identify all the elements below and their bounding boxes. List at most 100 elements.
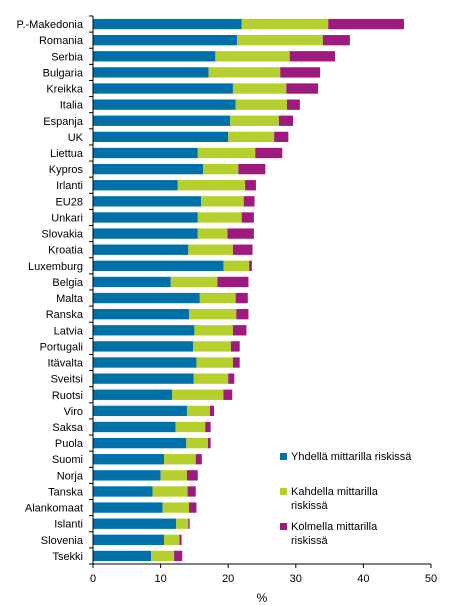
bar-3-irlanti xyxy=(245,180,256,191)
bar-1-kypros xyxy=(93,163,204,175)
category-label: Slovenia xyxy=(41,535,84,547)
bar-1-espanja xyxy=(93,115,231,126)
legend-label-1: Yhdellä mittarilla riskissä xyxy=(291,451,412,463)
bar-1-p-makedonia xyxy=(93,18,242,30)
bar-1-kreikka xyxy=(93,83,233,94)
category-label: Italia xyxy=(60,100,84,112)
category-label: Romania xyxy=(39,35,84,47)
bar-1-portugali xyxy=(93,341,194,352)
category-label: Kypros xyxy=(49,164,84,176)
bar-1-slovakia xyxy=(93,228,198,239)
category-label: Norja xyxy=(57,470,84,482)
legend: Yhdellä mittarilla riskissä Kahdella mitt… xyxy=(280,451,412,547)
bar-3-sveitsi xyxy=(228,373,235,384)
category-label: Tanska xyxy=(48,486,84,498)
bar-1-sveitsi xyxy=(93,373,194,384)
bar-2-viro xyxy=(186,405,210,417)
bar-1-saksa xyxy=(93,421,176,433)
bar-2-malta xyxy=(199,292,236,304)
bar-3-norja xyxy=(186,470,198,481)
category-label: Kroatia xyxy=(48,245,84,257)
bar-2-slovakia xyxy=(197,228,228,239)
bar-2-espanja xyxy=(230,115,279,126)
category-label: Portugali xyxy=(40,341,83,353)
bar-3-portugali xyxy=(230,341,240,352)
bar-2-portugali xyxy=(193,341,231,352)
category-label: Puola xyxy=(55,438,84,450)
category-labels: P.-Makedonia Romania Serbia Bulgaria Kreikka… xyxy=(17,19,84,563)
bar-3-bulgaria xyxy=(280,67,321,78)
bar-3-ranska xyxy=(236,309,249,320)
bar-1-islanti xyxy=(93,518,177,529)
category-label: Irlanti xyxy=(56,180,83,192)
category-label: Espanja xyxy=(43,116,84,128)
bar-2-puola xyxy=(186,437,208,449)
bar-2-belgia xyxy=(170,276,218,288)
category-label: Islanti xyxy=(54,519,83,531)
category-label: Ruotsi xyxy=(52,390,83,402)
category-label: Viro xyxy=(64,406,83,418)
bar-3-puola xyxy=(207,437,211,449)
bar-3-espanja xyxy=(278,115,294,126)
legend-label-3: Kolmella mittarilla riskissä xyxy=(291,521,378,547)
bars-layer xyxy=(93,18,404,562)
bar-3-liettua xyxy=(255,147,283,159)
bar-1-liettua xyxy=(93,147,198,159)
bar-2-romania xyxy=(236,35,323,46)
bar-1-tsekki xyxy=(93,550,152,562)
bar-3-viro xyxy=(209,405,215,417)
bar-1-alankomaat xyxy=(93,502,163,513)
category-label: UK xyxy=(68,132,84,144)
bar-1-eu28 xyxy=(93,196,202,207)
bar-3-romania xyxy=(322,35,350,46)
bar-2-saksa xyxy=(175,421,206,433)
category-label: Serbia xyxy=(51,51,84,63)
category-label: Slovakia xyxy=(41,229,83,241)
bar-2-eu28 xyxy=(201,196,244,207)
bar-3-luxemburg xyxy=(249,260,252,271)
bar-2-luxemburg xyxy=(223,260,250,271)
bar-3-uk xyxy=(274,131,289,143)
bar-3-unkari xyxy=(241,212,254,223)
bar-2-itävalta xyxy=(196,357,233,368)
bar-2-islanti xyxy=(176,518,189,529)
bar-3-tsekki xyxy=(174,550,183,562)
legend-swatch-2 xyxy=(280,488,287,495)
category-label: Liettua xyxy=(50,148,84,160)
category-label: Sveitsi xyxy=(51,374,83,386)
bar-2-ruotsi xyxy=(172,389,224,400)
category-label: Tsekki xyxy=(52,551,83,563)
bar-1-serbia xyxy=(93,51,216,62)
bar-1-slovenia xyxy=(93,534,164,545)
bar-1-latvia xyxy=(93,325,195,336)
category-label: Latvia xyxy=(54,325,84,337)
bar-3-itävalta xyxy=(232,357,240,368)
bar-3-islanti xyxy=(188,518,190,529)
bar-2-kroatia xyxy=(188,244,233,255)
bar-1-puola xyxy=(93,437,187,449)
bar-1-romania xyxy=(93,35,237,46)
category-label: Kreikka xyxy=(46,84,84,96)
category-label: Alankomaat xyxy=(25,503,83,515)
axes xyxy=(89,15,431,565)
bar-3-serbia xyxy=(289,51,336,62)
bar-2-tanska xyxy=(152,486,188,497)
bar-2-alankomaat xyxy=(162,502,189,513)
x-tick-label: 30 xyxy=(290,573,302,585)
bar-1-unkari xyxy=(93,212,198,223)
x-tick-label: 40 xyxy=(357,573,369,585)
bar-3-saksa xyxy=(205,421,211,433)
bar-1-itävalta xyxy=(93,357,197,368)
bar-1-luxemburg xyxy=(93,260,224,271)
bar-3-slovakia xyxy=(227,228,254,239)
bar-3-kypros xyxy=(238,163,266,175)
legend-label-2: Kahdella mittarilla riskissä xyxy=(291,486,379,512)
category-label: P.-Makedonia xyxy=(17,19,84,31)
bar-2-tsekki xyxy=(151,550,175,562)
bar-1-viro xyxy=(93,405,187,417)
bar-3-ruotsi xyxy=(223,389,233,400)
bar-2-latvia xyxy=(194,325,233,336)
category-label: Saksa xyxy=(52,422,83,434)
category-label: EU28 xyxy=(55,196,83,208)
